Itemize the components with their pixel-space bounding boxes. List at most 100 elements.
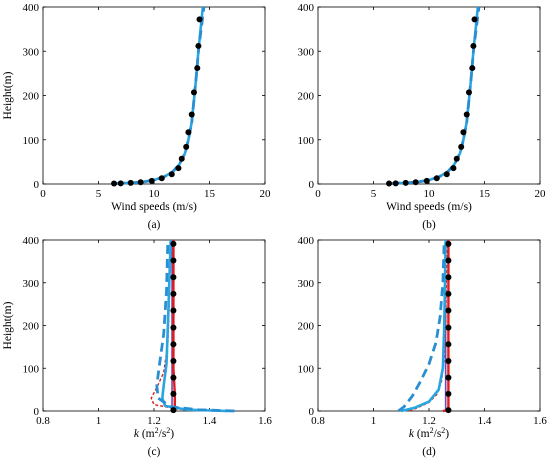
data-point (445, 407, 452, 414)
y-tick-label: 0 (309, 179, 315, 191)
x-axis-label-k: k (409, 428, 415, 440)
series-line-blue-solid (161, 239, 227, 413)
x-axis-label-close: ) (170, 428, 174, 440)
y-tick-label: 0 (34, 179, 40, 191)
data-point (469, 65, 476, 72)
data-point (195, 42, 202, 49)
x-axis-label-sup2: 2 (441, 426, 445, 435)
x-tick-label: 10 (424, 188, 436, 200)
y-axis-label: Height(m) (2, 301, 14, 349)
x-axis-label-sup1: 2 (155, 426, 159, 435)
x-tick-label: 1.4 (203, 415, 217, 427)
data-point (183, 143, 190, 150)
x-tick-label: 0.8 (311, 415, 325, 427)
data-point (170, 341, 177, 348)
x-tick-label: 20 (535, 188, 547, 200)
data-point (443, 171, 450, 178)
axes-frame (317, 239, 541, 412)
series-line-blue-dashed (155, 239, 235, 413)
data-point (196, 16, 203, 23)
axes-frame (42, 239, 266, 412)
x-tick-label: 15 (479, 188, 491, 200)
series-line-blue-solid (391, 6, 480, 185)
data-point (170, 307, 177, 314)
data-point (470, 42, 477, 49)
panel-label: (c) (148, 446, 161, 458)
data-point (458, 143, 465, 150)
data-point (445, 324, 452, 331)
series-line-blue-dashed (391, 6, 481, 185)
data-point (453, 155, 460, 162)
x-tick-label: 20 (260, 188, 272, 200)
x-tick-label: 0 (315, 188, 321, 200)
x-tick-label: 5 (371, 188, 377, 200)
y-tick-label: 200 (23, 91, 40, 103)
data-point (471, 16, 478, 23)
data-point (170, 324, 177, 331)
data-point (392, 180, 399, 187)
y-tick-label: 400 (23, 2, 40, 14)
y-tick-label: 100 (23, 135, 40, 147)
x-tick-label: 5 (96, 188, 102, 200)
x-tick-label: 15 (204, 188, 216, 200)
data-point (127, 179, 134, 186)
data-point (433, 175, 440, 182)
x-tick-label: 10 (149, 188, 161, 200)
x-axis-label: k (m2/s2) (134, 426, 174, 441)
y-tick-label: 100 (298, 363, 315, 375)
data-point (412, 179, 419, 186)
data-point (465, 89, 472, 96)
y-tick-label: 300 (23, 46, 40, 58)
x-tick-label: 1.6 (533, 415, 547, 427)
series-line-red-dashed (150, 239, 218, 412)
y-axis-label: Height(m) (2, 71, 14, 119)
y-tick-label: 400 (298, 2, 315, 14)
data-point (117, 180, 124, 187)
series-line-blue-solid (116, 6, 205, 185)
data-point (402, 179, 409, 186)
y-tick-label: 400 (298, 235, 315, 247)
data-point (445, 357, 452, 364)
y-tick-label: 100 (23, 363, 40, 375)
data-point (178, 155, 185, 162)
x-axis-label-slash: /s (159, 428, 167, 440)
x-axis-label-close: ) (445, 428, 449, 440)
x-axis-label-open: (m (139, 428, 155, 440)
data-point (158, 175, 165, 182)
x-axis-label-sup2: 2 (166, 426, 170, 435)
x-axis-label: k (m2/s2) (409, 426, 449, 441)
data-point (137, 179, 144, 186)
data-point (194, 65, 201, 72)
y-tick-label: 200 (298, 91, 315, 103)
x-axis-label-slash: /s (434, 428, 442, 440)
data-point (170, 390, 177, 397)
data-point (170, 357, 177, 364)
data-point (386, 180, 393, 187)
data-point (445, 274, 452, 281)
data-point (170, 257, 177, 264)
x-axis-label: Wind speeds (m/s) (386, 201, 472, 213)
series-line-blue-solid (400, 239, 447, 413)
x-axis-label-sup1: 2 (430, 426, 434, 435)
series-line-red-dashed (409, 239, 448, 412)
data-point (168, 171, 175, 178)
panel-label: (b) (422, 219, 436, 231)
y-tick-label: 0 (34, 406, 40, 418)
y-tick-label: 300 (298, 278, 315, 290)
y-tick-label: 100 (298, 135, 315, 147)
data-point (460, 129, 467, 136)
x-tick-label: 1 (96, 415, 102, 427)
data-point (445, 390, 452, 397)
y-tick-label: 300 (298, 46, 315, 58)
data-point (445, 341, 452, 348)
y-tick-label: 400 (23, 235, 40, 247)
data-point (445, 374, 452, 381)
data-point (148, 177, 155, 184)
data-point (445, 290, 452, 297)
x-tick-label: 0 (40, 188, 46, 200)
data-point (463, 111, 470, 118)
data-point (175, 165, 182, 172)
